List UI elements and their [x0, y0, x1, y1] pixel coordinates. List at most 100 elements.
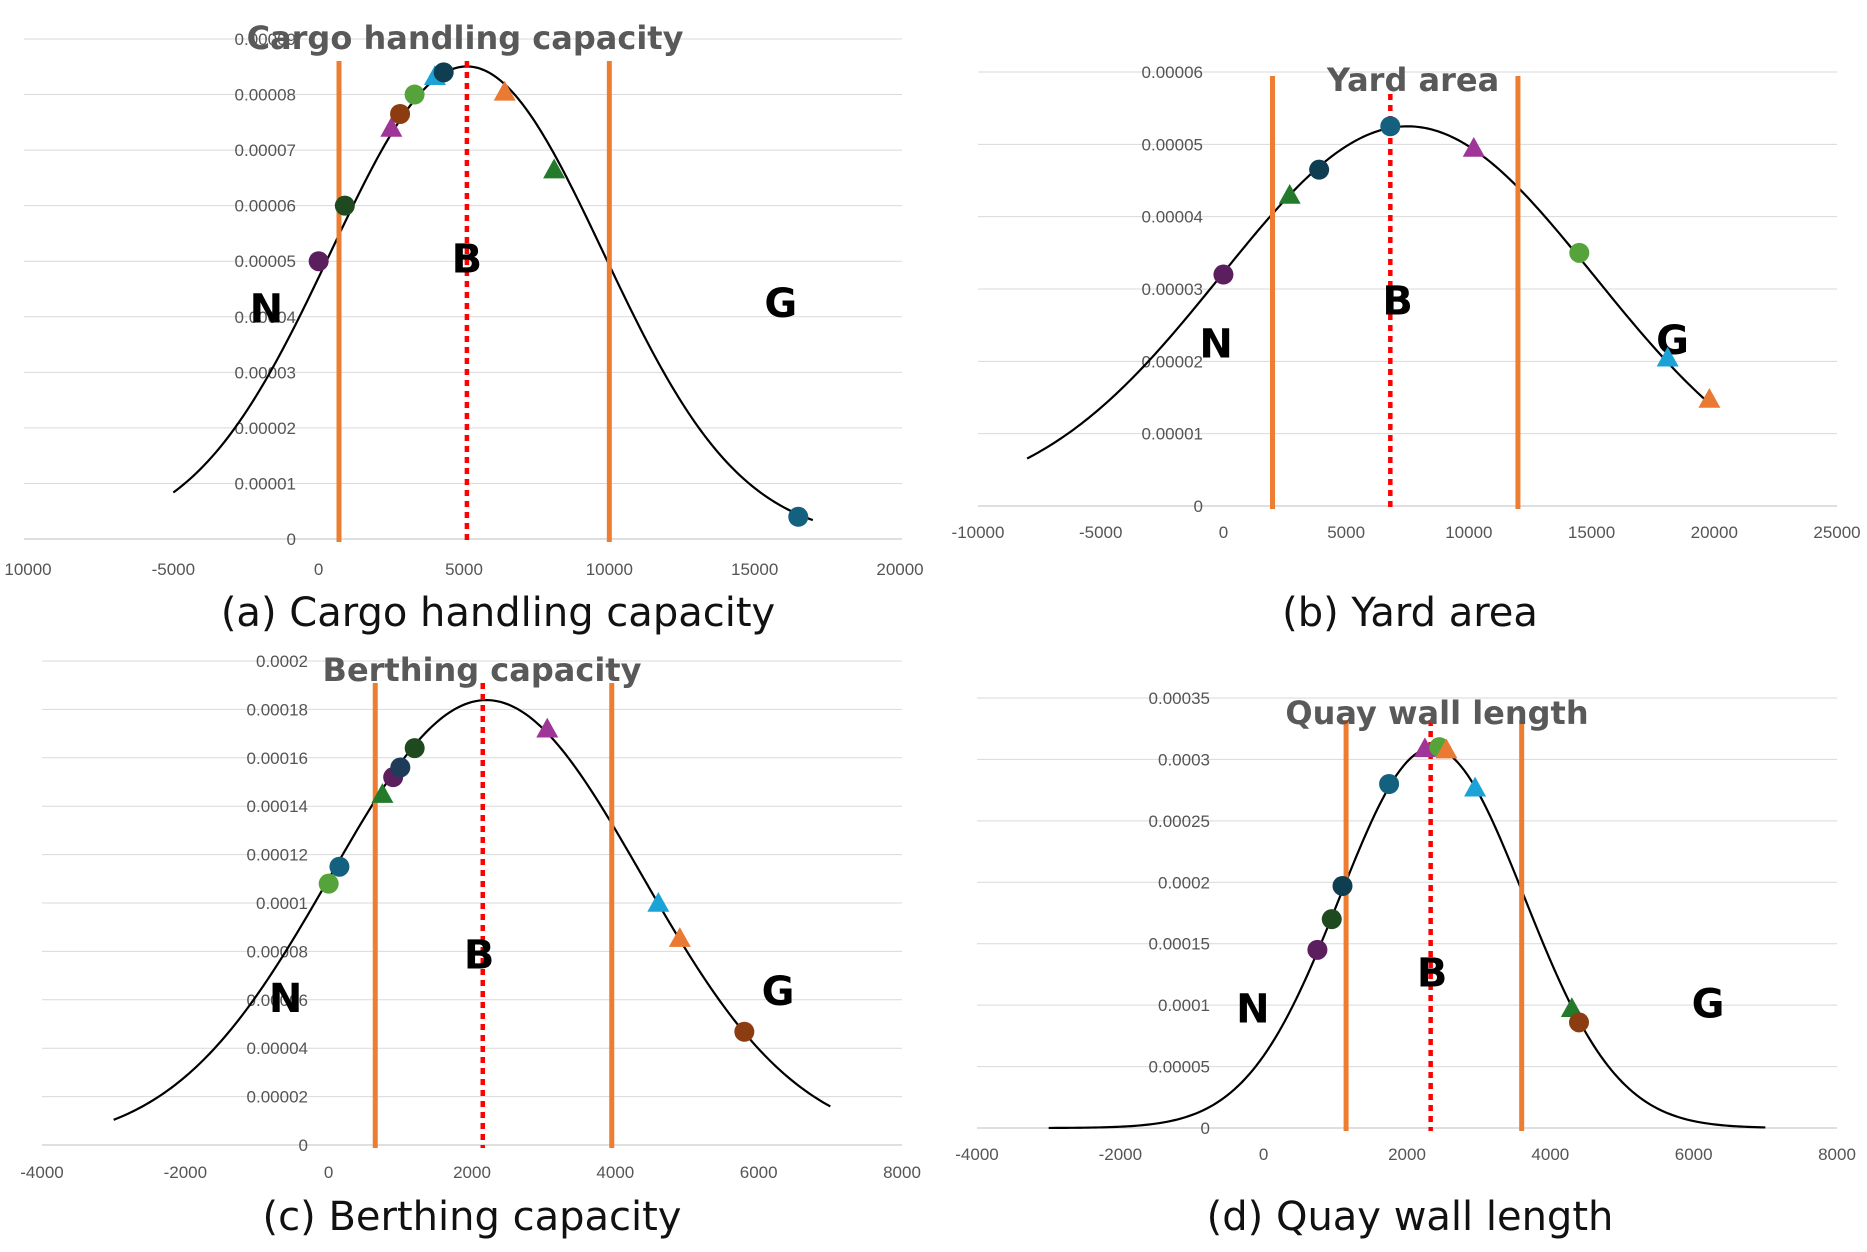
data-point-circle: [404, 738, 425, 759]
data-point-circle: [1321, 909, 1342, 930]
data-point-circle: [1213, 264, 1234, 285]
x-tick-label: 2000: [453, 1163, 491, 1182]
data-point-circle: [308, 251, 329, 272]
chart-d: 0 0.00005 0.0001 0.00015 0.0002 0.00025 0.0003…: [955, 689, 1856, 1164]
x-tick-label: -10000: [952, 523, 1005, 542]
data-point-triangle: [1464, 776, 1487, 797]
normal-curve: [1048, 746, 1766, 1130]
y-tick-label: 0: [299, 1136, 308, 1155]
data-point-triangle: [1656, 346, 1679, 367]
chart-title: Cargo handling capacity: [247, 19, 684, 57]
normal-curve: [172, 65, 814, 522]
y-tick-label: 0.00005: [235, 252, 296, 271]
x-tick-label: 0: [324, 1163, 333, 1182]
y-tick-label: 0.00003: [1142, 280, 1203, 299]
x-tick-label: 20000: [1691, 523, 1738, 542]
y-tick-label: 0.00035: [1149, 689, 1210, 708]
data-point-circle: [1569, 242, 1590, 263]
zone-label-n: N: [1236, 986, 1269, 1032]
x-tick-label: 0: [1219, 523, 1228, 542]
zone-label-b: B: [452, 236, 483, 282]
zone-label-g: G: [762, 969, 795, 1015]
data-point-triangle: [536, 717, 559, 738]
data-point-circle: [788, 506, 809, 527]
y-tick-label: 0.00006: [247, 991, 308, 1010]
y-tick-label: 0.00002: [247, 1088, 308, 1107]
x-tick-label: 25000: [1813, 523, 1860, 542]
data-point-triangle: [1560, 997, 1583, 1018]
x-tick-label: 8000: [1818, 1145, 1856, 1164]
data-point-triangle: [493, 80, 516, 101]
data-point-triangle: [543, 158, 566, 179]
x-tick-label: -5000: [152, 560, 195, 579]
data-point-circle: [390, 757, 411, 778]
data-point-triangle: [647, 892, 670, 912]
data-point-triangle: [371, 783, 394, 803]
zone-label-n: N: [1199, 322, 1232, 368]
x-tick-label: 0: [314, 560, 323, 579]
data-point-triangle: [380, 116, 403, 137]
y-tick-label: 0.00015: [1149, 935, 1210, 954]
y-tick-label: 0.00004: [235, 308, 296, 327]
data-point-circle: [404, 84, 425, 105]
y-tick-label: 0.00008: [235, 86, 296, 105]
y-tick-label: 0.00016: [247, 749, 308, 768]
y-tick-label: 0.00005: [1149, 1058, 1210, 1077]
zone-label-b: B: [464, 932, 495, 978]
x-tick-label: 20000: [876, 560, 923, 579]
zone-label-g: G: [764, 281, 797, 327]
x-tick-label: -2000: [1099, 1145, 1142, 1164]
y-tick-label: 0.00001: [1142, 425, 1203, 444]
x-tick-label: 5000: [1327, 523, 1365, 542]
caption-b: (b) Yard area: [1282, 590, 1538, 636]
x-tick-label: 4000: [596, 1163, 634, 1182]
y-tick-label: 0.00003: [235, 363, 296, 382]
data-point-triangle: [1462, 136, 1485, 157]
x-tick-label: 6000: [740, 1163, 778, 1182]
y-tick-label: 0: [1201, 1119, 1210, 1138]
y-tick-label: 0.00014: [247, 797, 308, 816]
x-tick-label: -2000: [164, 1163, 207, 1182]
x-tick-label: 0: [1259, 1145, 1268, 1164]
y-tick-label: 0.00012: [247, 846, 308, 865]
data-point-circle: [390, 104, 411, 124]
y-tick-label: 0.00007: [235, 141, 296, 160]
chart-title: Berthing capacity: [323, 651, 642, 689]
y-tick-label: 0.00001: [235, 474, 296, 493]
y-tick-label: 0.0002: [1158, 873, 1210, 892]
normal-curve: [113, 698, 831, 1121]
x-tick-label: 4000: [1531, 1145, 1569, 1164]
data-point-circle: [318, 873, 339, 894]
y-tick-label: 0.00025: [1149, 812, 1210, 831]
chart-title: Quay wall length: [1285, 694, 1588, 732]
caption-a: (a) Cargo handling capacity: [220, 590, 776, 636]
x-tick-label: -4000: [955, 1145, 998, 1164]
y-tick-label: 0: [1194, 497, 1203, 516]
data-point-circle: [1307, 939, 1328, 960]
data-point-circle: [1380, 116, 1401, 137]
x-tick-label: 10000: [1445, 523, 1492, 542]
chart-title: Yard area: [1326, 61, 1499, 99]
normal-curve: [1026, 125, 1708, 460]
zone-label-b: B: [1417, 951, 1448, 997]
caption-d: (d) Quay wall length: [1206, 1194, 1614, 1240]
data-point-triangle: [1278, 183, 1301, 204]
x-tick-label: 10000: [4, 560, 51, 579]
y-tick-label: 0.00008: [247, 942, 308, 961]
zone-label-g: G: [1692, 981, 1725, 1027]
y-tick-label: 0.00006: [235, 197, 296, 216]
x-tick-label: 15000: [731, 560, 778, 579]
data-point-circle: [334, 195, 355, 216]
zone-label-b: B: [1382, 278, 1413, 324]
y-tick-label: 0.00004: [1142, 208, 1203, 227]
zone-label-n: N: [269, 976, 302, 1022]
data-point-circle: [734, 1021, 755, 1042]
y-tick-label: 0.0002: [256, 652, 308, 671]
data-point-circle: [1332, 875, 1353, 896]
y-tick-label: 0.00006: [1142, 63, 1203, 82]
data-point-circle: [1569, 1012, 1589, 1033]
data-point-circle: [1379, 774, 1400, 794]
data-point-triangle: [1698, 387, 1721, 408]
data-point-circle: [329, 856, 350, 877]
